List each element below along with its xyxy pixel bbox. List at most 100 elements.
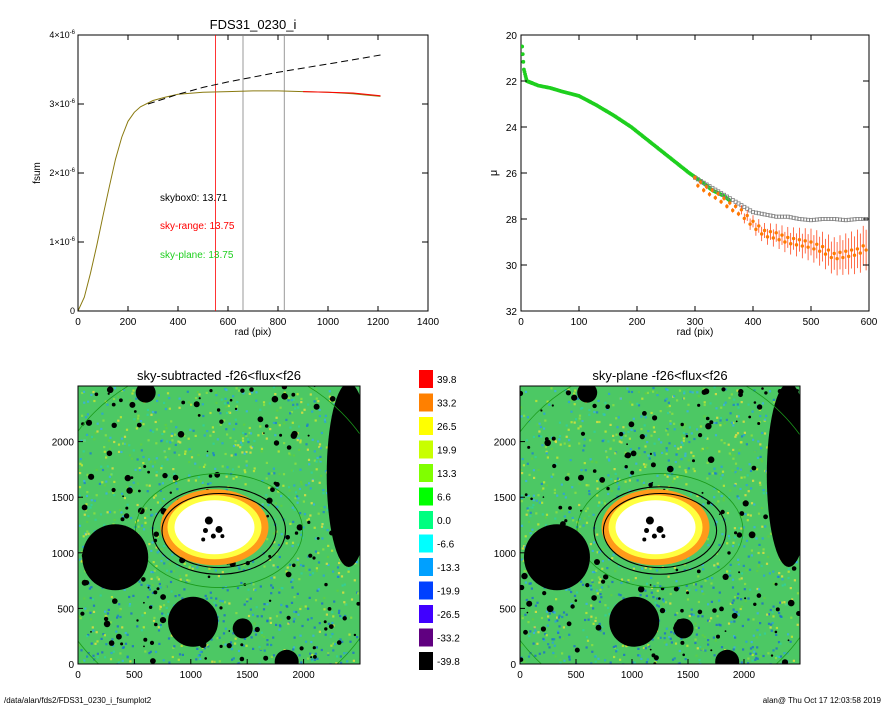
image-noise-pixel xyxy=(112,492,114,494)
image-noise-pixel xyxy=(616,426,618,428)
mu-point-sky-range xyxy=(853,254,856,257)
image-noise-pixel xyxy=(689,426,691,428)
image-noise-pixel xyxy=(254,589,256,591)
image-mask-dot xyxy=(157,587,160,590)
image-noise-pixel xyxy=(278,589,280,591)
image-noise-pixel xyxy=(541,483,543,485)
image-mask-dot xyxy=(314,404,320,410)
image-noise-pixel xyxy=(319,631,321,633)
image-noise-pixel xyxy=(719,592,721,594)
image-noise-pixel xyxy=(524,570,526,572)
image-noise-pixel xyxy=(674,445,676,447)
image-noise-pixel xyxy=(291,602,293,604)
image-noise-pixel xyxy=(240,435,242,437)
fsum-y-tick-exponent: -6 xyxy=(70,30,76,36)
image-mask-dot xyxy=(217,408,220,411)
image-noise-pixel xyxy=(278,422,280,424)
image-noise-pixel xyxy=(634,430,636,432)
image-noise-pixel xyxy=(86,521,88,523)
image-noise-pixel xyxy=(571,421,573,423)
image-noise-pixel xyxy=(224,601,226,603)
image-noise-pixel xyxy=(773,399,775,401)
image-noise-pixel xyxy=(276,615,278,617)
image-noise-pixel xyxy=(279,624,281,626)
image-noise-pixel xyxy=(693,614,695,616)
image-mask-dot xyxy=(749,531,756,538)
image-noise-pixel xyxy=(96,494,98,496)
image-noise-pixel xyxy=(83,535,85,537)
image-noise-pixel xyxy=(248,615,250,617)
image-noise-pixel xyxy=(289,490,291,492)
image-noise-pixel xyxy=(598,551,600,553)
image-noise-pixel xyxy=(307,619,309,621)
image-mask-dot xyxy=(734,531,737,534)
image-noise-pixel xyxy=(153,617,155,619)
image-noise-pixel xyxy=(160,586,162,588)
image-noise-pixel xyxy=(203,424,205,426)
image-noise-pixel xyxy=(156,529,158,531)
image-mask-dot xyxy=(263,656,268,661)
image-noise-pixel xyxy=(255,634,257,636)
image-noise-pixel xyxy=(225,398,227,400)
image-noise-pixel xyxy=(525,535,527,537)
image-noise-pixel xyxy=(554,518,556,520)
image-noise-pixel xyxy=(110,658,112,660)
image-noise-pixel xyxy=(170,571,172,573)
image-noise-pixel xyxy=(563,493,565,495)
image-noise-pixel xyxy=(673,423,675,425)
image-noise-pixel xyxy=(292,404,294,406)
image-noise-pixel xyxy=(545,446,547,448)
image-noise-pixel xyxy=(91,643,93,645)
image-noise-pixel xyxy=(319,456,321,458)
image-noise-pixel xyxy=(763,492,765,494)
colorbar-swatch xyxy=(419,558,433,576)
image-noise-pixel xyxy=(246,645,248,647)
image-noise-pixel xyxy=(675,453,677,455)
galaxy-core xyxy=(616,500,696,554)
image-noise-pixel xyxy=(612,435,614,437)
image-mask-dot xyxy=(757,422,760,425)
image-mask-dot xyxy=(776,607,780,611)
image-noise-pixel xyxy=(713,422,715,424)
image-noise-pixel xyxy=(654,443,656,445)
image-noise-pixel xyxy=(218,575,220,577)
image-noise-pixel xyxy=(142,423,144,425)
image-noise-pixel xyxy=(326,563,328,565)
image-noise-pixel xyxy=(293,596,295,598)
image-mask-dot xyxy=(650,453,652,455)
image-noise-pixel xyxy=(640,594,642,596)
image-noise-pixel xyxy=(206,454,208,456)
sky-subtracted-image xyxy=(43,361,393,708)
image-mask-dot xyxy=(682,654,685,657)
image-noise-pixel xyxy=(782,584,784,586)
image-noise-pixel xyxy=(311,502,313,504)
image-noise-pixel xyxy=(714,654,716,656)
image-noise-pixel xyxy=(590,605,592,607)
image-noise-pixel xyxy=(606,456,608,458)
image-noise-pixel xyxy=(753,651,755,653)
image-noise-pixel xyxy=(136,427,138,429)
image-noise-pixel xyxy=(249,393,251,395)
image-mask-dot xyxy=(88,474,94,480)
image-noise-pixel xyxy=(121,493,123,495)
image-noise-pixel xyxy=(668,459,670,461)
image-noise-pixel xyxy=(135,398,137,400)
image-noise-pixel xyxy=(320,459,322,461)
image-noise-pixel xyxy=(765,415,767,417)
image-mask-dot xyxy=(324,583,327,586)
image-noise-pixel xyxy=(688,589,690,591)
image-noise-pixel xyxy=(305,484,307,486)
image-noise-pixel xyxy=(311,472,313,474)
image-noise-pixel xyxy=(567,473,569,475)
image-noise-pixel xyxy=(204,434,206,436)
image-noise-pixel xyxy=(607,474,609,476)
image-noise-pixel xyxy=(647,392,649,394)
image-noise-pixel xyxy=(235,419,237,421)
image-mask-dot xyxy=(703,388,709,394)
image-noise-pixel xyxy=(764,525,766,527)
image-noise-pixel xyxy=(531,588,533,590)
annotation-sky-range: sky-range: 13.75 xyxy=(160,221,235,232)
star-mask xyxy=(652,534,657,539)
image-mask-dot xyxy=(540,409,542,411)
image-noise-pixel xyxy=(535,512,537,514)
